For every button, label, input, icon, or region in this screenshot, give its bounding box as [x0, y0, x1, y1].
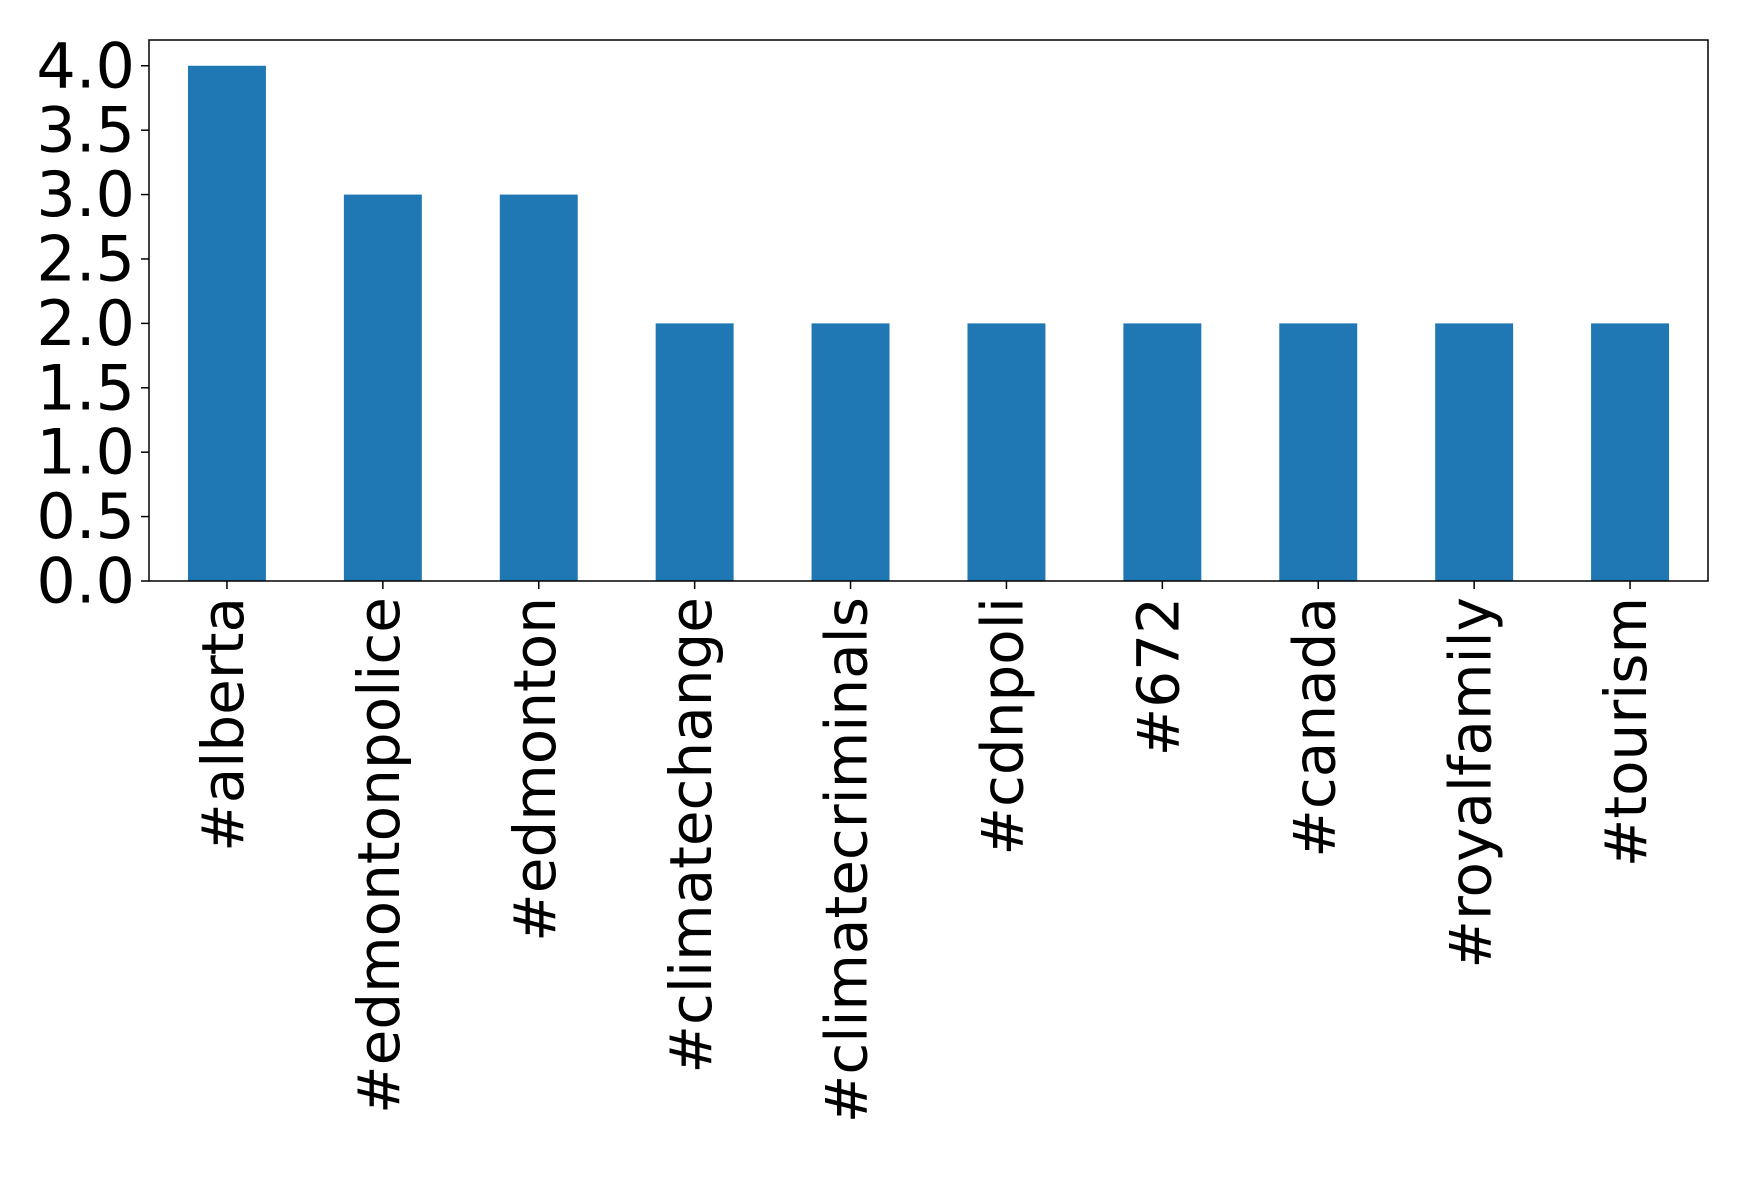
bar — [1279, 323, 1358, 581]
bar — [499, 194, 578, 582]
x-tick-label: #cdnpoli — [969, 597, 1037, 856]
bar — [1123, 323, 1202, 581]
x-tick-label: #alberta — [189, 597, 257, 852]
y-tick-label: 3.5 — [36, 94, 135, 167]
y-tick-label: 0.5 — [36, 480, 135, 553]
y-tick-label: 1.0 — [36, 416, 135, 489]
y-tick-label: 4.0 — [36, 29, 135, 102]
bar — [655, 323, 734, 581]
bar — [1435, 323, 1514, 581]
x-tick-label: #tourism — [1592, 597, 1660, 867]
bar — [811, 323, 890, 581]
x-tick-label: #climatechange — [657, 597, 725, 1074]
bar — [1591, 323, 1670, 581]
x-tick-label: #edmonton — [501, 597, 569, 942]
y-tick-label: 2.0 — [36, 287, 135, 360]
y-tick-label: 0.0 — [36, 545, 135, 618]
bar — [343, 194, 422, 582]
y-tick-label: 2.5 — [36, 222, 135, 295]
x-tick-label: #climatecriminals — [813, 597, 881, 1123]
y-tick-label: 1.5 — [36, 351, 135, 424]
bar — [187, 65, 266, 581]
bar — [967, 323, 1046, 581]
x-tick-label: #edmontonpolice — [345, 597, 413, 1114]
y-tick-label: 3.0 — [36, 158, 135, 231]
x-tick-label: #royalfamily — [1436, 597, 1504, 969]
x-tick-label: #canada — [1280, 597, 1348, 858]
plot-frame — [148, 39, 1709, 582]
x-tick-label: #672 — [1124, 597, 1192, 756]
